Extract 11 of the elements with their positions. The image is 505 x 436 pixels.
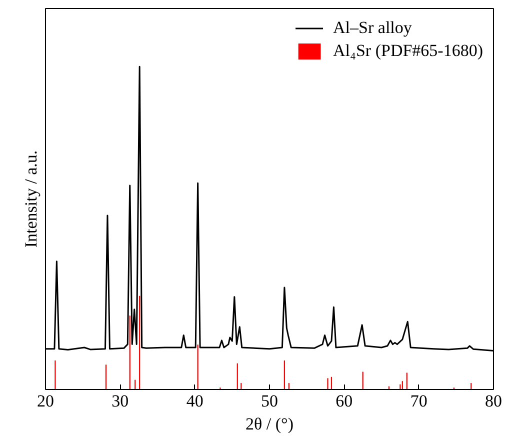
y-axis-title: Intensity / a.u. bbox=[22, 150, 40, 248]
legend-label: Al₄Sr (PDF#65-1680) bbox=[333, 41, 483, 61]
x-tick-label: 60 bbox=[336, 392, 353, 410]
x-tick-label: 70 bbox=[410, 392, 428, 410]
x-axis-title: 2θ / (°) bbox=[246, 414, 294, 434]
x-tick-label: 80 bbox=[485, 392, 502, 410]
x-tick-label: 20 bbox=[37, 392, 54, 410]
x-tick-label: 30 bbox=[112, 392, 129, 410]
legend-label: Al–Sr alloy bbox=[333, 18, 412, 38]
x-tick-label: 40 bbox=[186, 392, 204, 410]
x-tick-label: 50 bbox=[261, 392, 278, 410]
